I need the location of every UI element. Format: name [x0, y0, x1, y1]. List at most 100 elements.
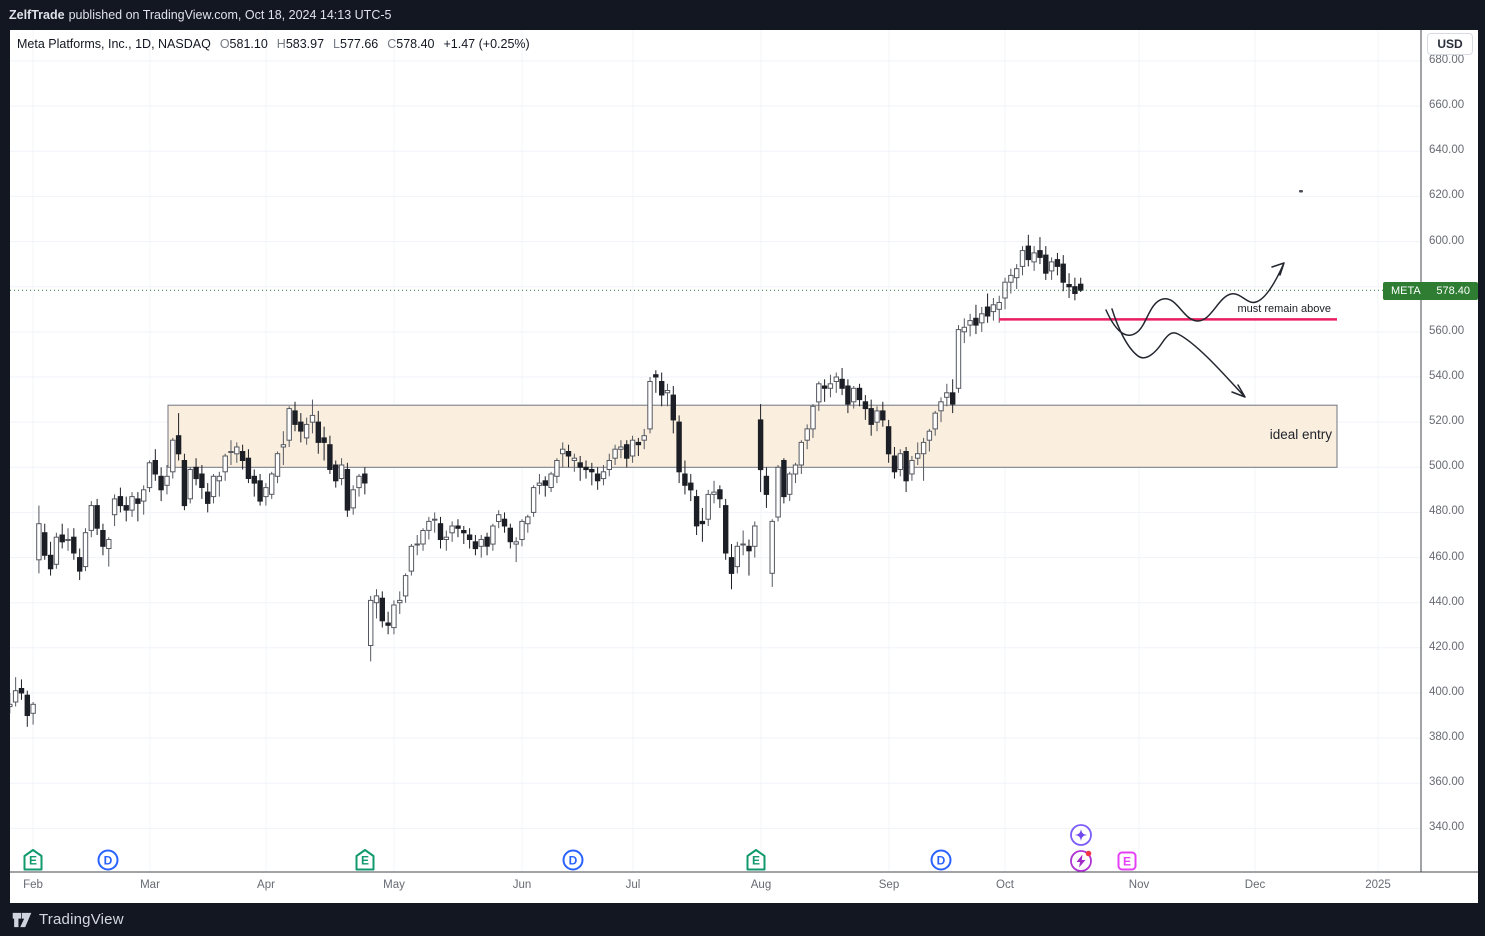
candle: [670, 394, 676, 421]
candle: [757, 419, 764, 471]
dividend-marker-icon[interactable]: D: [560, 847, 586, 873]
candle: [379, 597, 386, 622]
chart-canvas[interactable]: [10, 30, 1478, 903]
candle: [315, 421, 322, 443]
candlestick-series[interactable]: [10, 234, 1084, 727]
price-tick-label: 540.00: [1429, 370, 1465, 382]
candle: [257, 480, 263, 502]
candle: [885, 426, 892, 455]
candle: [18, 688, 25, 694]
candle: [1008, 274, 1014, 283]
earnings-marker-icon[interactable]: E: [743, 847, 769, 873]
candle: [222, 455, 228, 473]
candle: [414, 543, 420, 546]
candle: [263, 487, 269, 498]
upcoming-earnings-marker-icon[interactable]: E: [1114, 848, 1140, 874]
symbol-ohlc-header: Meta Platforms, Inc., 1D, NASDAQ O581.10…: [17, 31, 530, 56]
candle: [1014, 268, 1020, 279]
candle: [478, 539, 484, 547]
bounce-up-projection-arrow[interactable]: [1105, 262, 1285, 336]
candle: [205, 491, 211, 504]
candle: [804, 428, 810, 441]
candle: [333, 464, 339, 482]
candle: [868, 408, 874, 425]
candle: [490, 525, 496, 545]
ideal-entry-box[interactable]: [167, 404, 1338, 468]
candle: [903, 451, 909, 482]
candle: [734, 545, 740, 568]
symbol-title[interactable]: Meta Platforms, Inc., 1D, NASDAQ: [17, 36, 211, 51]
candle: [269, 473, 275, 495]
price-tick-label: 620.00: [1429, 189, 1465, 201]
candle: [664, 390, 671, 394]
must-remain-above-label[interactable]: must remain above: [1237, 303, 1331, 315]
candle: [839, 378, 845, 389]
svg-text:E: E: [29, 853, 37, 867]
price-tick-label: 360.00: [1429, 776, 1465, 788]
sparkle-marker-icon[interactable]: [1068, 822, 1094, 848]
candle: [292, 410, 298, 425]
candle: [798, 441, 804, 466]
dividend-marker-icon[interactable]: D: [928, 847, 954, 873]
price-tick-label: 500.00: [1429, 460, 1465, 472]
dividend-marker-icon[interactable]: D: [95, 847, 121, 873]
candle: [542, 480, 548, 486]
breakdown-projection-arrow[interactable]: [1111, 308, 1246, 398]
candle: [1043, 254, 1049, 274]
last-price-badge: META 578.40: [1383, 282, 1478, 300]
candle: [216, 475, 223, 482]
flash-marker-icon[interactable]: [1068, 848, 1094, 874]
candle: [827, 383, 834, 389]
earnings-marker-icon[interactable]: E: [352, 847, 378, 873]
candle: [653, 374, 659, 378]
candle: [344, 469, 351, 511]
candle: [152, 460, 159, 475]
candle: [821, 385, 828, 389]
time-axis-label: Feb: [23, 879, 43, 891]
candle: [717, 489, 723, 500]
candle: [926, 430, 933, 441]
ideal-entry-label[interactable]: ideal entry: [1269, 427, 1332, 442]
candle: [88, 505, 94, 531]
candle: [1048, 261, 1055, 272]
candle: [775, 466, 781, 518]
candle: [787, 473, 793, 495]
candle: [338, 464, 345, 479]
candle: [909, 460, 915, 475]
candle: [10, 703, 13, 708]
candle: [752, 525, 758, 547]
candle: [792, 464, 799, 475]
tradingview-logo-icon[interactable]: [12, 911, 32, 929]
candle: [769, 520, 775, 574]
price-tick-label: 400.00: [1429, 686, 1465, 698]
candle: [36, 523, 42, 561]
currency-usd-button[interactable]: USD: [1427, 33, 1473, 55]
candle: [298, 421, 304, 432]
candle: [583, 466, 589, 471]
candle: [594, 473, 601, 482]
candle: [507, 527, 514, 543]
candle: [59, 534, 65, 543]
candle: [1060, 263, 1066, 283]
candle: [65, 539, 71, 541]
candle: [408, 545, 415, 572]
candle: [309, 414, 316, 423]
candle: [938, 401, 944, 412]
candle: [466, 534, 473, 540]
price-tick-label: 460.00: [1429, 551, 1465, 563]
earnings-marker-icon[interactable]: E: [20, 847, 46, 873]
candle: [961, 326, 967, 333]
candle: [117, 496, 124, 507]
candle: [711, 491, 717, 495]
candle: [426, 520, 432, 531]
candle: [228, 451, 234, 453]
candle: [24, 694, 31, 717]
candle: [327, 444, 333, 471]
candle: [880, 410, 886, 421]
candle: [472, 541, 479, 550]
footer-brand[interactable]: TradingView: [39, 911, 124, 928]
candle: [763, 475, 770, 495]
candle: [391, 604, 397, 629]
candle: [688, 482, 694, 491]
candle: [245, 457, 252, 480]
